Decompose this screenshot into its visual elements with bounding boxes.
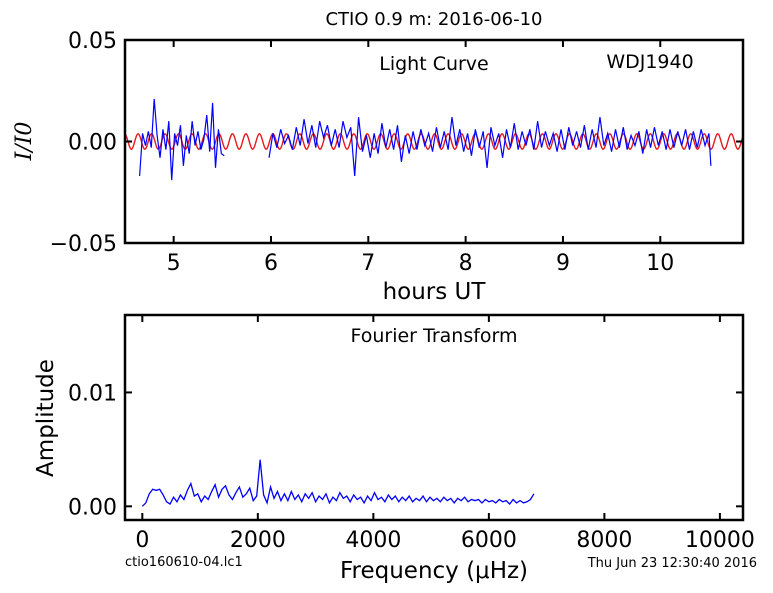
fourier-y-tick-label: 0.00	[68, 495, 117, 520]
fourier-amplitude-line	[141, 459, 535, 507]
light-curve-x-tick-label: 7	[361, 251, 375, 276]
fourier-x-tick-label: 6000	[461, 528, 517, 553]
target-name-annotation: WDJ1940	[606, 51, 693, 73]
light-curve-ylabel: I/I0	[12, 122, 37, 162]
fourier-data-layer	[141, 459, 535, 507]
fourier-x-tick-label: 4000	[345, 528, 401, 553]
fourier-y-tick-label: 0.01	[68, 381, 117, 406]
fourier-xlabel: Frequency (μHz)	[340, 558, 528, 584]
fourier-x-tick-label: 2000	[230, 528, 286, 553]
fourier-ticks: 0 2000 4000 6000 8000 10000 0.01 0.00	[68, 315, 755, 553]
light-curve-y-tick-label: −0.05	[50, 232, 117, 257]
light-curve-panel: 5 6 7 8 9 10 0.05 0.00 −0.05 Light Curve WDJ1940…	[12, 29, 745, 305]
light-curve-data-layer	[125, 98, 743, 181]
footer-timestamp: Thu Jun 23 12:30:40 2016	[587, 556, 757, 571]
light-curve-x-tick-label: 9	[556, 251, 570, 276]
fourier-x-tick-label: 0	[135, 528, 149, 553]
fourier-frame	[123, 313, 745, 522]
light-curve-ticks: 5 6 7 8 9 10 0.05 0.00 −0.05	[50, 29, 743, 276]
light-curve-y-tick-label: 0.00	[68, 131, 117, 156]
light-curve-y-tick-label: 0.05	[68, 29, 117, 54]
fourier-annotation: Fourier Transform	[350, 325, 517, 347]
light-curve-x-tick-label: 8	[459, 251, 473, 276]
fourier-x-tick-label: 10000	[685, 528, 755, 553]
light-curve-data-line	[268, 117, 712, 177]
fourier-x-tick-label: 8000	[576, 528, 632, 553]
fourier-panel: 0 2000 4000 6000 8000 10000 0.01 0.00 Fourier T…	[33, 313, 755, 584]
light-curve-annotation: Light Curve	[379, 53, 489, 75]
footer-filename: ctio160610-04.lc1	[125, 555, 243, 570]
light-curve-data-line	[139, 98, 225, 181]
light-curve-x-tick-label: 5	[167, 251, 181, 276]
light-curve-x-tick-label: 6	[264, 251, 278, 276]
figure-title: CTIO 0.9 m: 2016-06-10	[325, 9, 542, 30]
light-curve-xlabel: hours UT	[383, 279, 487, 305]
fourier-ylabel: Amplitude	[33, 359, 59, 477]
light-curve-x-tick-label: 10	[646, 251, 674, 276]
